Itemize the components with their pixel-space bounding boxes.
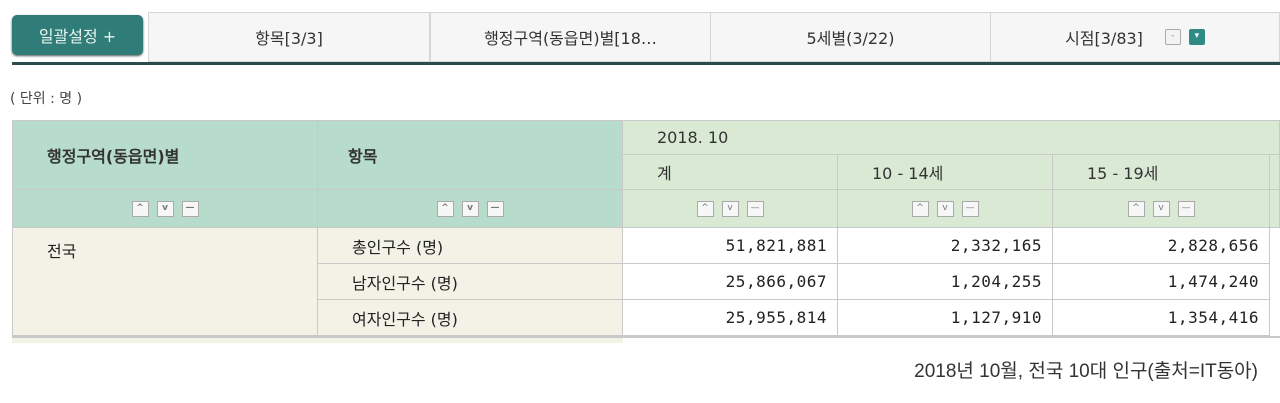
sort-controls-next	[1270, 190, 1280, 228]
sort-desc-icon[interactable]: v	[461, 200, 479, 217]
sort-asc-icon[interactable]: ^	[131, 200, 149, 217]
item-cell: 남자인구수 (명)	[318, 264, 623, 300]
sort-asc-icon[interactable]: ^	[1127, 200, 1145, 217]
bulk-settings-button[interactable]: 일괄설정 +	[12, 15, 143, 55]
sort-desc-icon[interactable]: v	[936, 200, 954, 217]
header-region: 행정구역(동읍면)별	[12, 120, 318, 190]
header-age-total: 계	[623, 155, 838, 190]
tab-age[interactable]: 5세별(3/22)	[710, 12, 991, 62]
remove-icon[interactable]: —	[486, 200, 504, 217]
sort-asc-icon[interactable]: ^	[436, 200, 454, 217]
sort-controls-10-14: ^ v —	[838, 190, 1053, 228]
sort-desc-icon[interactable]: v	[156, 200, 174, 217]
remove-icon[interactable]: —	[746, 200, 764, 217]
image-caption: 2018년 10월, 전국 10대 인구(출처=IT동아)	[914, 361, 1258, 382]
sort-desc-icon[interactable]: v	[1152, 200, 1170, 217]
header-item: 항목	[318, 120, 623, 190]
value-cell: 1,354,416	[1053, 300, 1270, 336]
sort-desc-icon[interactable]: v	[721, 200, 739, 217]
value-cell: 51,821,881	[623, 228, 838, 264]
tab-label: 시점[3/83]	[1065, 29, 1143, 48]
value-cell: 1,474,240	[1053, 264, 1270, 300]
item-cell: 여자인구수 (명)	[318, 300, 623, 336]
remove-icon[interactable]: —	[961, 200, 979, 217]
value-cell: 2,828,656	[1053, 228, 1270, 264]
tab-label: 5세별(3/22)	[806, 29, 895, 48]
value-cell: 1,127,910	[838, 300, 1053, 336]
value-cell: 25,955,814	[623, 300, 838, 336]
sort-asc-icon[interactable]: ^	[911, 200, 929, 217]
value-cell: 2,332,165	[838, 228, 1053, 264]
sort-controls-15-19: ^ v —	[1053, 190, 1270, 228]
item-cell: 총인구수 (명)	[318, 228, 623, 264]
header-age-15-19: 15 - 19세	[1053, 155, 1270, 190]
sort-asc-icon[interactable]: ^	[696, 200, 714, 217]
remove-icon[interactable]: —	[181, 200, 199, 217]
table-next-row-partial	[12, 336, 1280, 343]
tab-region[interactable]: 행정구역(동읍면)별[18…	[430, 12, 711, 62]
remove-icon[interactable]: —	[1177, 200, 1195, 217]
tab-item[interactable]: 항목[3/3]	[148, 12, 430, 62]
value-cell: 25,866,067	[623, 264, 838, 300]
unit-label: ( 단위 : 명 )	[10, 91, 83, 107]
value-cell: 1,204,255	[838, 264, 1053, 300]
header-next-column	[1270, 155, 1280, 190]
sort-controls-region: ^ v —	[12, 190, 318, 228]
tab-period[interactable]: 시점[3/83] - ▾	[990, 12, 1280, 62]
sort-controls-total: ^ v —	[623, 190, 838, 228]
header-period: 2018. 10	[623, 120, 1280, 155]
tab-divider	[12, 62, 1280, 65]
tab-label: 행정구역(동읍면)별[18…	[484, 29, 657, 48]
arrow-down-icon[interactable]: ▾	[1188, 29, 1205, 45]
sort-controls-item: ^ v —	[318, 190, 623, 228]
minus-icon[interactable]: -	[1164, 29, 1181, 45]
header-age-10-14: 10 - 14세	[838, 155, 1053, 190]
tab-label: 항목[3/3]	[255, 29, 323, 48]
region-cell: 전국	[12, 228, 318, 336]
